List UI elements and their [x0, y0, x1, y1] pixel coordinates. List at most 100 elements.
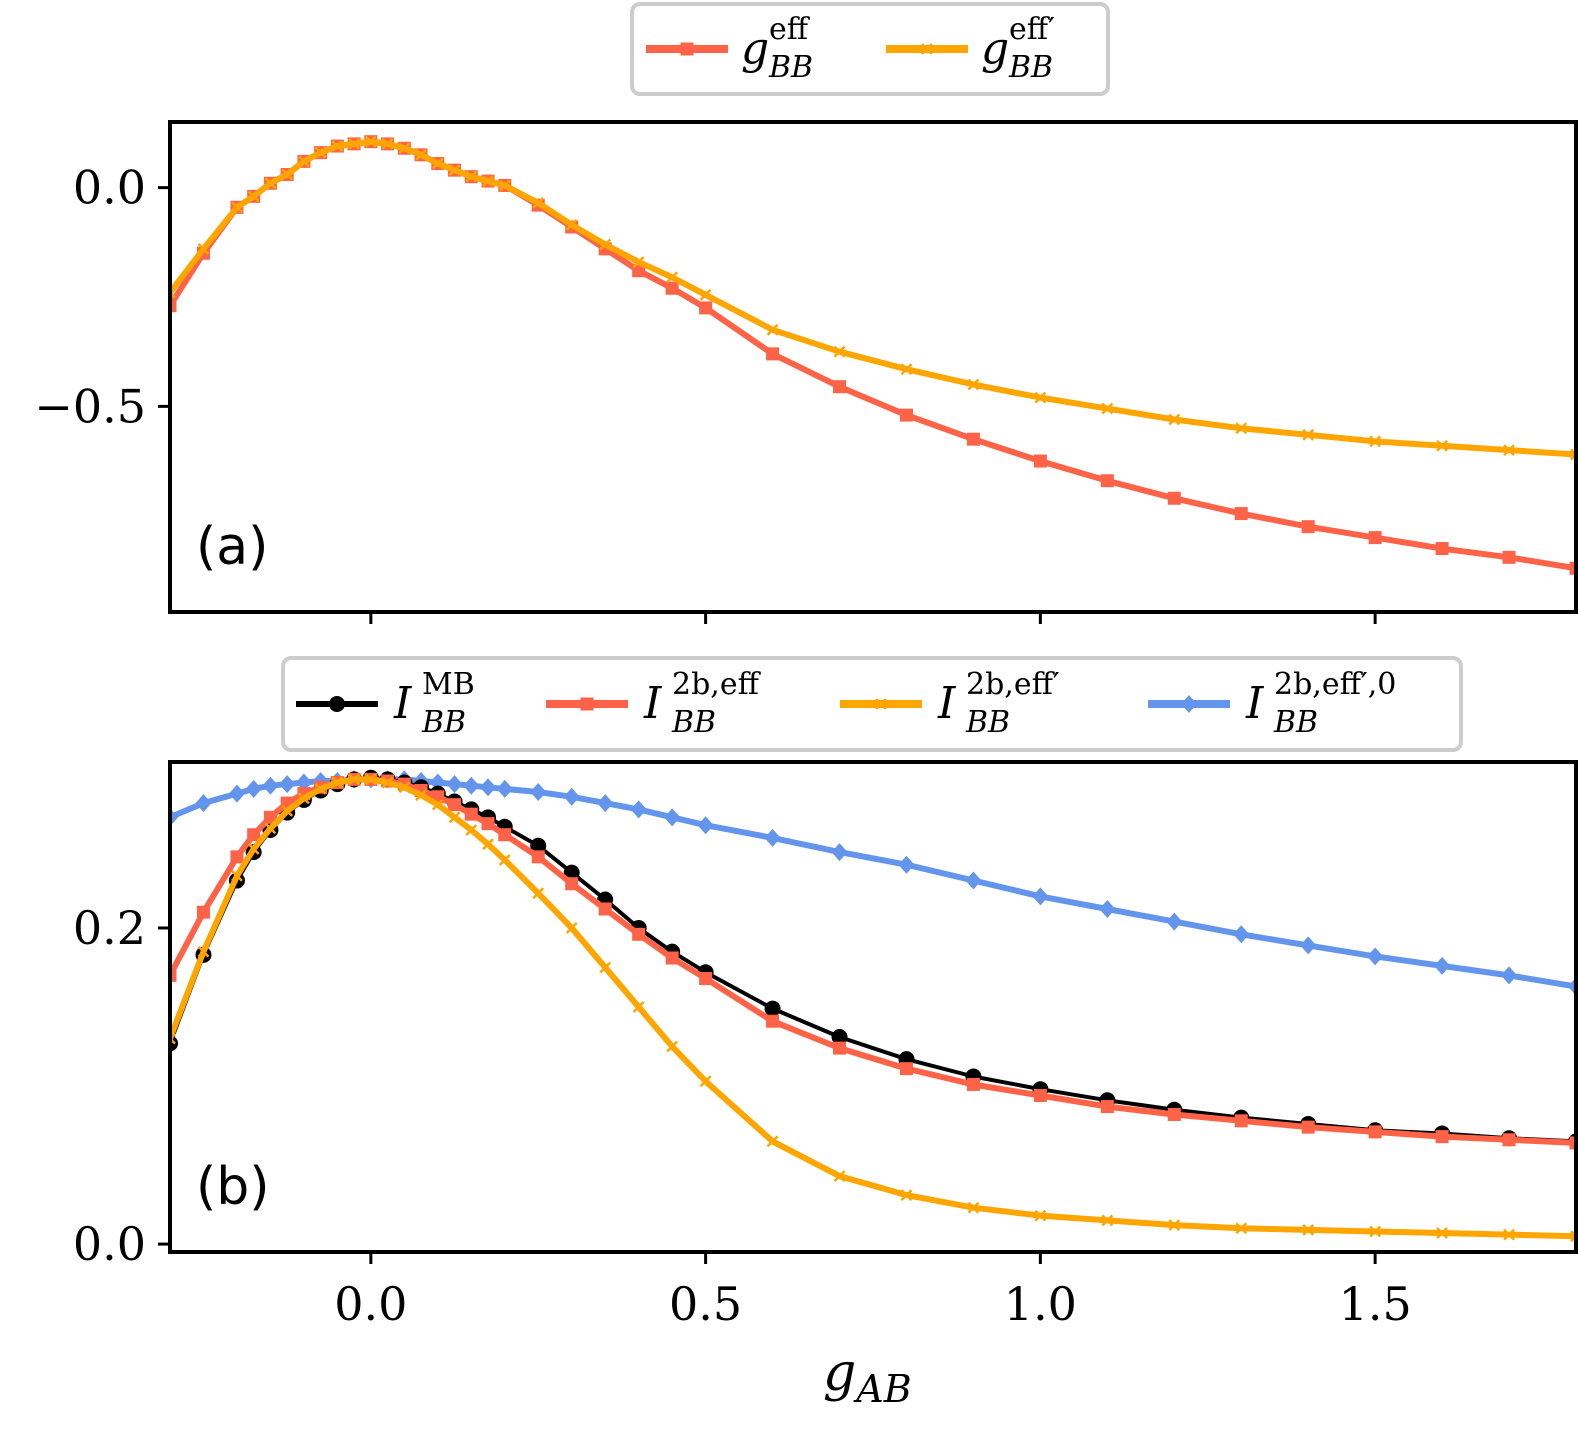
axes-frame [168, 120, 1578, 614]
legend-label-sub: BB [671, 705, 716, 740]
legend-label-base: I [937, 678, 957, 729]
series-3 [170, 770, 1576, 996]
data-point [632, 927, 646, 941]
data-point [1503, 1228, 1515, 1241]
data-point [381, 776, 394, 789]
data-point [898, 855, 915, 874]
data-point [446, 775, 463, 794]
legend-label-sup: MB [422, 667, 475, 702]
data-point [498, 179, 511, 192]
data-point [1302, 428, 1315, 441]
series-line [170, 776, 1576, 1146]
data-point [1100, 1100, 1114, 1114]
data-point [1168, 1219, 1181, 1232]
data-point [247, 190, 260, 203]
series-line [170, 776, 1576, 1240]
data-point [480, 778, 497, 797]
data-point [1300, 936, 1317, 955]
panel-a: 0.0 −0.5 (a) [34, 120, 1578, 624]
data-point [1302, 1223, 1315, 1236]
legend-label-base: I [1245, 678, 1265, 729]
series-line [170, 775, 1576, 1144]
data-point [764, 1000, 781, 1017]
data-point [1436, 1227, 1448, 1239]
y-tick-label: 0.2 [73, 901, 146, 955]
data-point [967, 1201, 980, 1214]
data-point [496, 779, 513, 798]
data-point [247, 828, 261, 842]
data-point [1101, 1214, 1114, 1227]
data-point [530, 783, 547, 802]
data-point [697, 816, 714, 835]
data-point [197, 242, 210, 255]
data-point [381, 137, 394, 150]
y-tick-label: 0.0 [73, 1217, 146, 1271]
data-point [664, 808, 681, 827]
data-point [699, 972, 713, 986]
legend-label-base: I [393, 678, 413, 729]
legend-label-sup-wrap: eff [769, 12, 811, 47]
x-axis-label-base: g [823, 1343, 856, 1403]
data-point [699, 1075, 712, 1088]
data-point [766, 1135, 779, 1148]
legend-label-sup: eff′ [1009, 12, 1055, 47]
y-tick-label: 0.0 [73, 161, 146, 215]
legend-label-sup-wrap: MB [422, 667, 475, 702]
data-point [599, 961, 612, 974]
data-point [532, 887, 545, 900]
data-point [699, 301, 713, 315]
legend-label-sub: BB [1273, 705, 1318, 740]
data-point [464, 807, 478, 821]
data-point [1033, 454, 1047, 468]
data-point [967, 378, 980, 391]
data-point [1301, 1120, 1315, 1134]
legend-label-sup: eff [769, 12, 811, 47]
data-point [448, 798, 462, 812]
data-point [170, 1032, 176, 1045]
data-point [482, 175, 494, 187]
y-tick-label: −0.5 [34, 379, 146, 433]
data-point [1033, 1089, 1047, 1103]
legend-swatch-marker [921, 43, 933, 55]
data-point [298, 155, 310, 168]
data-point [1570, 448, 1576, 461]
data-point [431, 798, 444, 811]
data-point [565, 922, 578, 934]
data-point [482, 838, 494, 851]
data-point [348, 773, 361, 786]
data-point [1034, 391, 1047, 404]
data-point [565, 218, 578, 231]
data-point [666, 1040, 679, 1053]
data-point [195, 794, 212, 813]
x-tick-label: 0.0 [334, 1277, 407, 1331]
data-point [966, 1077, 980, 1091]
data-point [764, 828, 781, 847]
data-point [766, 323, 779, 336]
data-point [331, 776, 344, 789]
legend-label-sup-wrap: 2b,eff′,0 [1274, 667, 1396, 702]
data-point [630, 800, 647, 819]
data-point [1301, 520, 1315, 534]
data-point [1234, 507, 1248, 521]
data-point [1099, 900, 1116, 918]
data-point [530, 837, 547, 854]
data-point [531, 850, 545, 864]
data-point [281, 168, 294, 181]
legend-label-base: g [981, 23, 1009, 74]
data-point [1368, 531, 1382, 545]
data-point [1502, 550, 1516, 564]
legend-label-sub: BB [965, 705, 1010, 740]
series-1 [170, 135, 1576, 461]
data-point [1166, 912, 1183, 931]
data-point [966, 432, 980, 446]
legend-label-base: g [741, 23, 769, 74]
data-point [295, 773, 312, 792]
data-point [264, 822, 277, 835]
data-point [1368, 1125, 1382, 1139]
